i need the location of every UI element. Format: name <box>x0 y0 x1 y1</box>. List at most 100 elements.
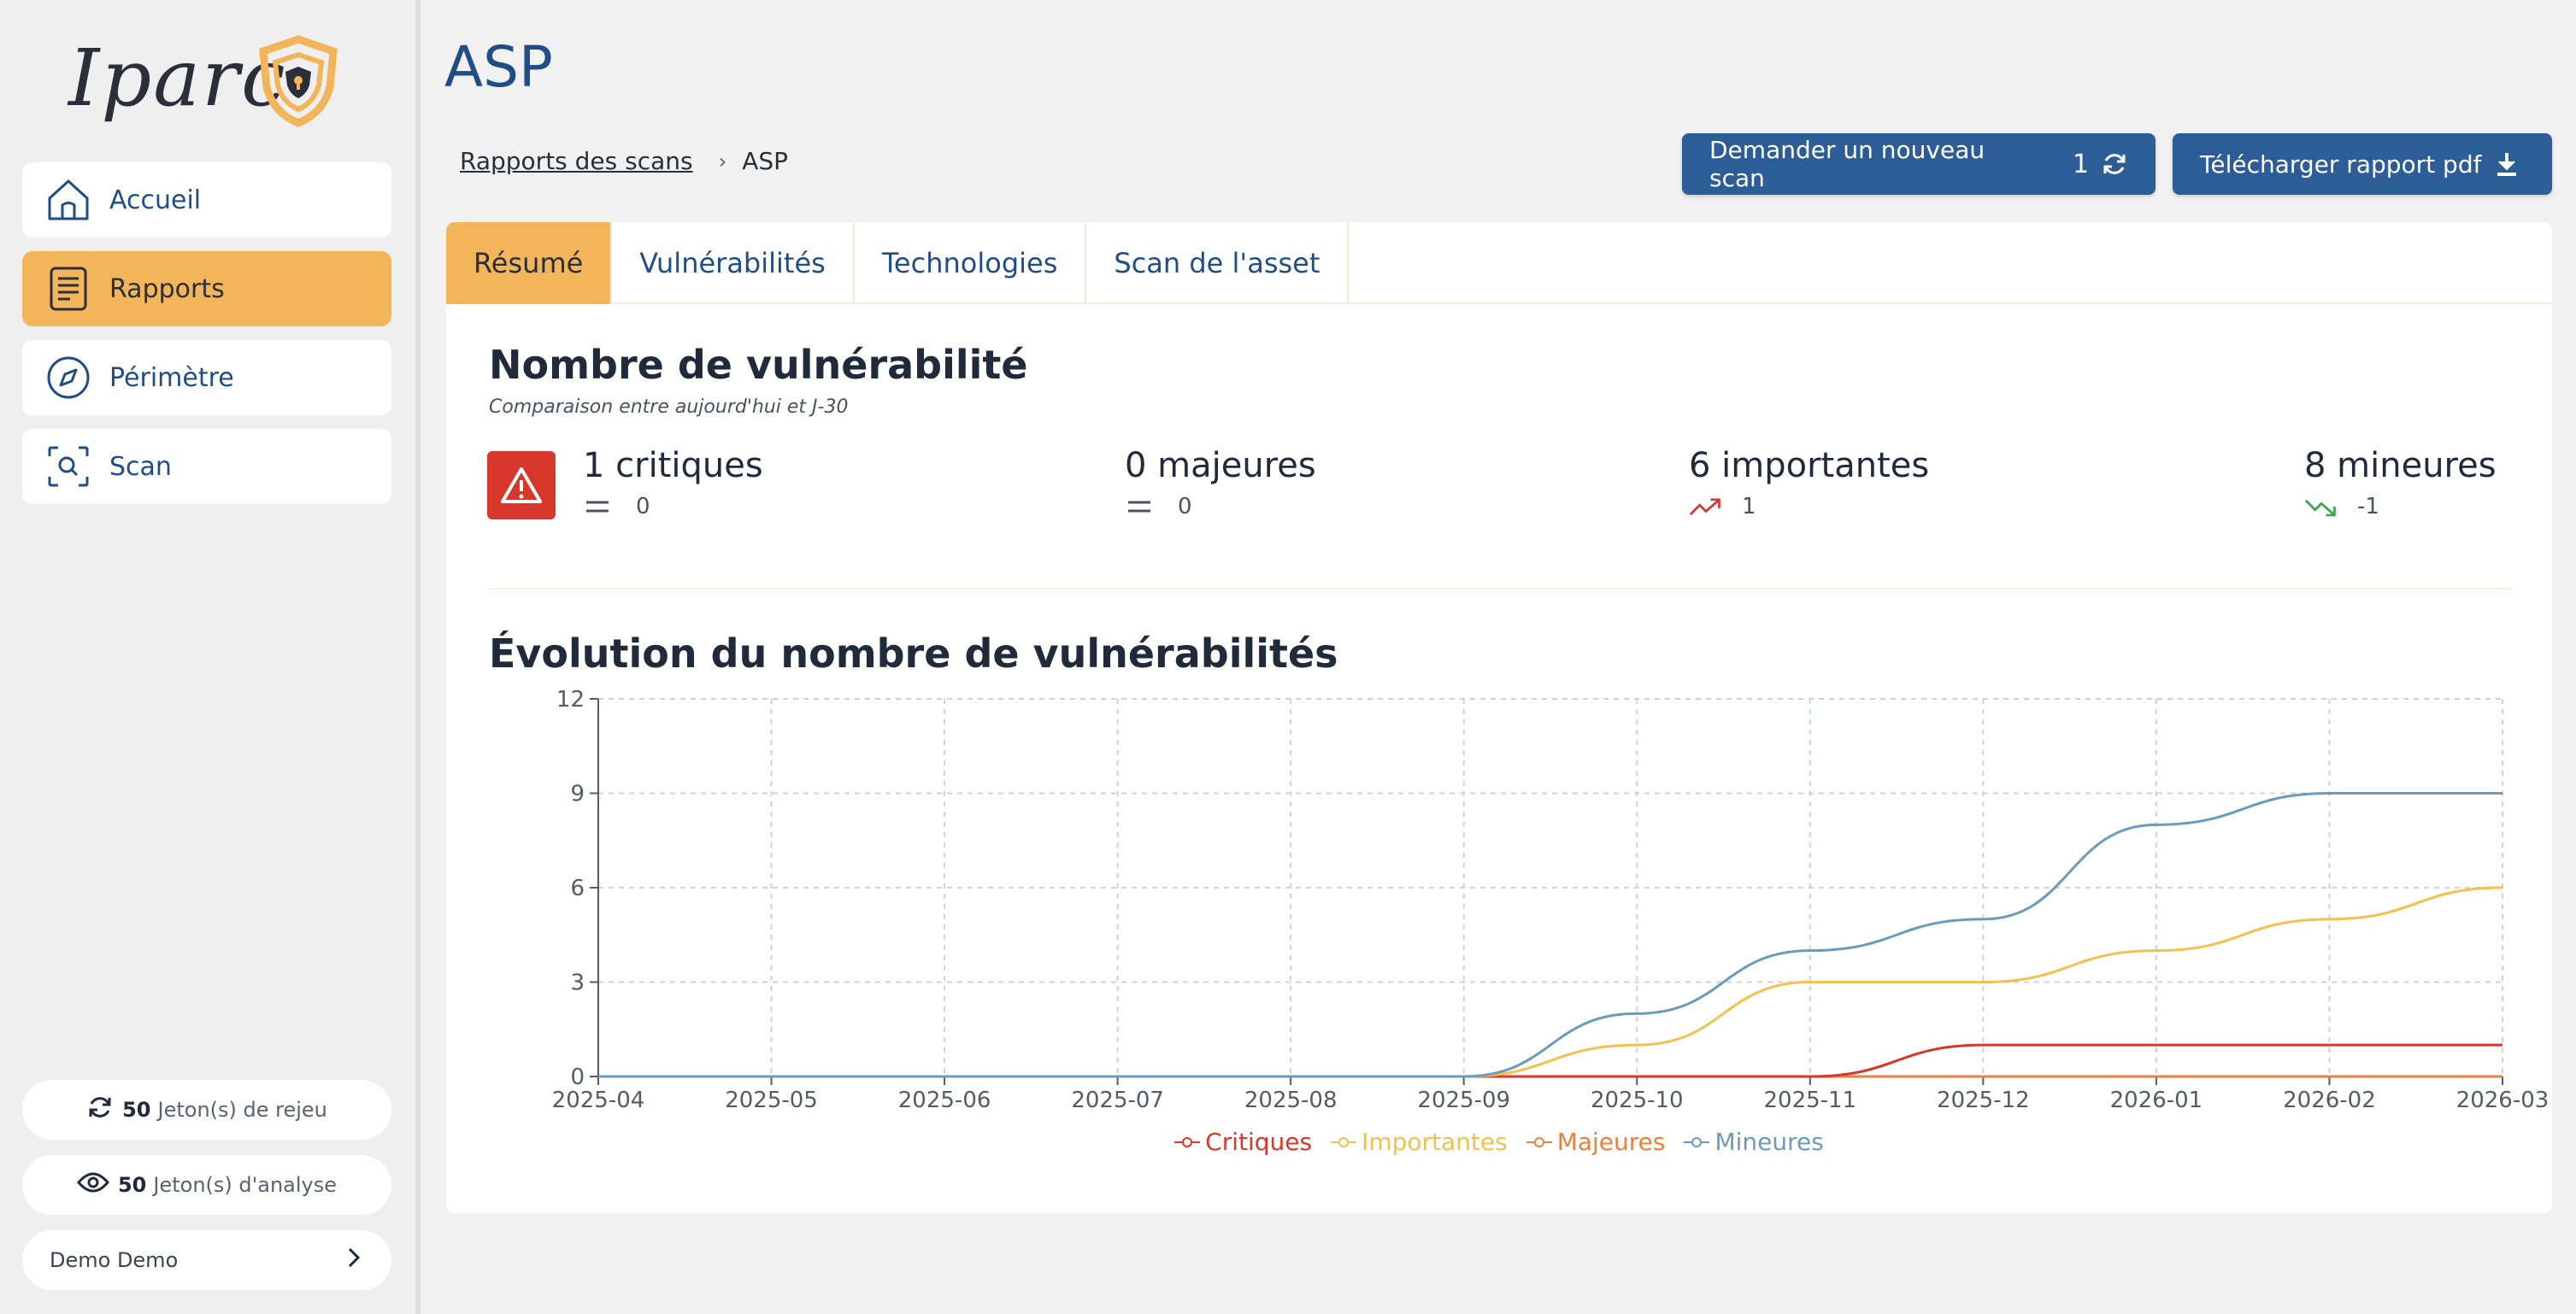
analysis-token-label: Jeton(s) d'analyse <box>153 1173 337 1197</box>
x-tick-label: 2025-10 <box>1591 1088 1684 1113</box>
tab-resume[interactable]: Résumé <box>446 222 613 304</box>
stat-delta: 0 <box>583 494 763 519</box>
legend-item-importantes[interactable]: Importantes <box>1331 1128 1508 1156</box>
logo[interactable]: Iparc <box>68 27 350 130</box>
stat-delta: 0 <box>1125 494 1316 519</box>
tab-bar: Résumé Vulnérabilités Technologies Scan … <box>446 222 2552 304</box>
x-tick-label: 2026-02 <box>2283 1088 2376 1113</box>
sidebar-item-rapports[interactable]: Rapports <box>22 251 391 326</box>
legend-marker-importantes <box>1331 1136 1357 1147</box>
download-pdf-button[interactable]: Télécharger rapport pdf <box>2173 133 2552 195</box>
user-name: Demo Demo <box>50 1248 179 1272</box>
replay-token-label: Jeton(s) de rejeu <box>157 1098 327 1122</box>
breadcrumb: Rapports des scans › ASP <box>460 147 788 175</box>
x-tick-label: 2025-06 <box>898 1088 991 1113</box>
y-tick-label: 3 <box>570 971 585 996</box>
chart-legend: Critiques Importantes Majeures Mineures <box>446 1128 2552 1156</box>
report-card: Résumé Vulnérabilités Technologies Scan … <box>446 222 2552 1213</box>
summary-subtitle: Comparaison entre aujourd'hui et J-30 <box>489 396 849 418</box>
stat-delta: -1 <box>2304 494 2497 519</box>
replay-tokens[interactable]: 50 Jeton(s) de rejeu <box>22 1080 391 1140</box>
stat-delta-value: -1 <box>2357 494 2379 519</box>
x-tick-label: 2025-11 <box>1763 1088 1856 1113</box>
legend-label: Importantes <box>1362 1128 1508 1156</box>
trend-up-icon <box>1689 495 1723 519</box>
stat-label: 1 critiques <box>583 446 763 485</box>
warning-icon <box>487 451 556 519</box>
x-tick-label: 2026-03 <box>2456 1088 2550 1113</box>
legend-item-majeures[interactable]: Majeures <box>1526 1128 1666 1156</box>
sidebar-item-label: Périmètre <box>109 362 234 393</box>
breadcrumb-link-rapports[interactable]: Rapports des scans <box>460 147 693 175</box>
stat-importantes: 6 importantes 1 <box>1689 446 1929 519</box>
x-tick-label: 2025-09 <box>1417 1088 1510 1113</box>
x-tick-label: 2025-04 <box>552 1088 645 1113</box>
tab-vulnerabilites[interactable]: Vulnérabilités <box>612 222 855 304</box>
request-scan-label: Demander un nouveau scan <box>1709 136 1985 192</box>
equal-icon <box>583 495 617 519</box>
sidebar-item-perimetre[interactable]: Périmètre <box>22 340 391 415</box>
x-tick-label: 2026-01 <box>2110 1088 2203 1113</box>
stat-critiques: 1 critiques 0 <box>583 446 763 519</box>
divider <box>487 588 2511 590</box>
stat-delta-value: 1 <box>1742 494 1756 519</box>
sidebar: Iparc Accueil Rapports Périmètre Scan <box>0 0 421 1314</box>
y-tick-label: 6 <box>570 876 585 901</box>
sidebar-item-label: Rapports <box>109 273 225 304</box>
stat-majeures: 0 majeures 0 <box>1125 446 1316 519</box>
legend-marker-critiques <box>1174 1136 1201 1147</box>
scan-count-badge: 1 <box>2072 149 2090 179</box>
stat-delta-value: 0 <box>1178 494 1192 519</box>
x-tick-label: 2025-08 <box>1244 1088 1338 1113</box>
legend-marker-majeures <box>1526 1136 1552 1147</box>
download-pdf-label: Télécharger rapport pdf <box>2200 150 2482 179</box>
scan-icon <box>44 443 92 490</box>
page-title: ASP <box>444 34 553 100</box>
y-tick-label: 0 <box>570 1065 585 1090</box>
shield-lock-icon <box>259 35 338 127</box>
legend-marker-mineures <box>1684 1136 1710 1147</box>
equal-icon <box>1125 495 1159 519</box>
request-scan-button[interactable]: Demander un nouveau scan 1 <box>1682 133 2155 195</box>
sidebar-item-scan[interactable]: Scan <box>22 429 391 504</box>
stat-label: 0 majeures <box>1125 446 1316 485</box>
stat-label: 6 importantes <box>1689 446 1930 485</box>
legend-item-mineures[interactable]: Mineures <box>1684 1128 1824 1156</box>
sidebar-item-label: Accueil <box>109 185 202 215</box>
tab-scan-asset[interactable]: Scan de l'asset <box>1086 222 1350 304</box>
chevron-right-icon <box>345 1246 362 1275</box>
summary-title: Nombre de vulnérabilité <box>489 342 1028 388</box>
analysis-token-count: 50 <box>117 1173 147 1197</box>
x-tick-label: 2025-05 <box>725 1088 818 1113</box>
refresh-icon <box>2099 149 2130 179</box>
legend-label: Majeures <box>1556 1128 1666 1156</box>
x-tick-label: 2025-07 <box>1071 1088 1164 1113</box>
chart-title: Évolution du nombre de vulnérabilités <box>489 631 1338 677</box>
x-tick-label: 2025-12 <box>1937 1088 2030 1113</box>
logo-text: Iparc <box>68 32 287 124</box>
stat-delta-value: 0 <box>636 494 650 519</box>
analysis-tokens[interactable]: 50 Jeton(s) d'analyse <box>22 1155 391 1215</box>
legend-item-critiques[interactable]: Critiques <box>1174 1128 1312 1156</box>
tab-technologies[interactable]: Technologies <box>855 222 1087 304</box>
replay-token-count: 50 <box>122 1098 151 1122</box>
stat-mineures: 8 mineures -1 <box>2304 446 2497 519</box>
y-tick-label: 9 <box>570 782 585 807</box>
user-menu[interactable]: Demo Demo <box>22 1230 391 1290</box>
refresh-icon <box>86 1094 114 1126</box>
stat-delta: 1 <box>1689 494 1929 519</box>
eye-icon <box>77 1170 109 1200</box>
sidebar-item-accueil[interactable]: Accueil <box>22 162 391 238</box>
breadcrumb-separator: › <box>718 149 727 173</box>
compass-icon <box>44 354 92 402</box>
y-tick-label: 12 <box>556 687 585 713</box>
download-icon <box>2491 149 2522 179</box>
report-icon <box>44 265 92 313</box>
stat-label: 8 mineures <box>2304 446 2497 485</box>
trend-down-icon <box>2304 495 2338 519</box>
breadcrumb-current: ASP <box>742 147 789 175</box>
vulnerability-evolution-chart: 0 3 6 9 12 2025-04 2025-05 2025-06 2025-07 2025-0… <box>552 687 2550 1113</box>
series-line-importantes <box>597 886 2503 1078</box>
series-line-mineures <box>597 792 2502 1078</box>
home-icon <box>44 176 92 224</box>
